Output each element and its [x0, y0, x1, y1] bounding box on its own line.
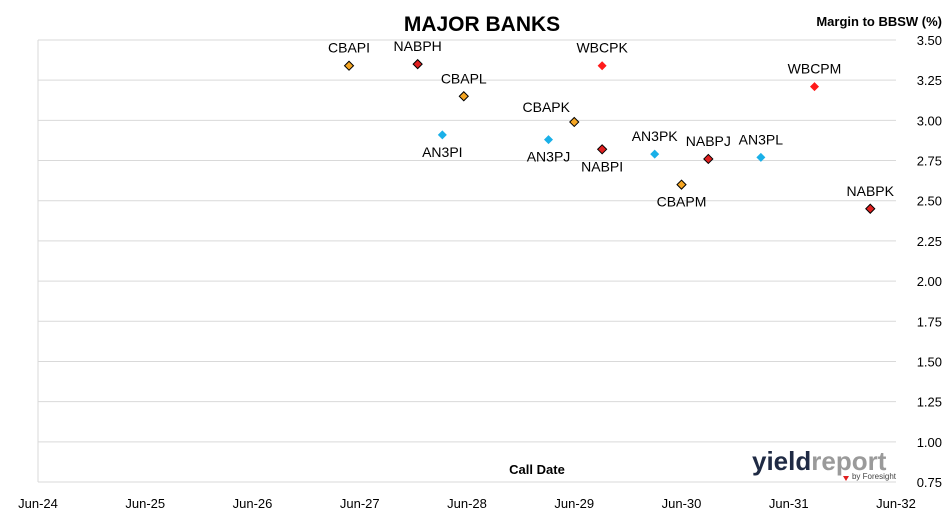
- point-nabph: [412, 58, 423, 70]
- point-wbcpk: [597, 61, 607, 71]
- point-an3pk: [650, 149, 660, 159]
- y-axis-label: Margin to BBSW (%): [816, 14, 942, 29]
- y-tick-label: 3.00: [917, 113, 942, 128]
- x-tick-label: Jun-31: [769, 496, 809, 511]
- logo-part2: report: [811, 446, 886, 476]
- label-cbapl: CBAPL: [441, 70, 487, 86]
- label-nabph: NABPH: [394, 38, 442, 54]
- label-cbapk: CBAPK: [523, 99, 571, 115]
- label-an3pi: AN3PI: [422, 144, 462, 160]
- point-nabpj: [703, 153, 714, 165]
- x-tick-label: Jun-28: [447, 496, 487, 511]
- x-tick-label: Jun-27: [340, 496, 380, 511]
- data-labels: CBAPI CBAPL CBAPK CBAPM NABPH NABPI NABPJ NABPK…: [328, 38, 895, 210]
- y-tick-label: 1.75: [917, 314, 942, 329]
- point-nabpk: [865, 203, 876, 214]
- x-tick-label: Jun-29: [554, 496, 594, 511]
- point-wbcpm: [809, 82, 819, 92]
- y-tick-label: 3.25: [917, 73, 942, 88]
- x-tick-label: Jun-30: [662, 496, 702, 511]
- label-an3pj: AN3PJ: [527, 149, 571, 165]
- point-cbapk: [569, 116, 580, 128]
- x-tick-label: Jun-32: [876, 496, 916, 511]
- label-an3pl: AN3PL: [739, 131, 784, 147]
- point-an3pj: [544, 135, 554, 145]
- x-tick-label: Jun-26: [233, 496, 273, 511]
- y-tick-label: 1.50: [917, 354, 942, 369]
- y-tick-label: 2.00: [917, 274, 942, 289]
- x-axis-label: Call Date: [509, 462, 565, 477]
- point-cbapm: [676, 179, 687, 190]
- point-cbapi: [343, 60, 355, 71]
- y-ticks: 0.75 1.00 1.25 1.50 1.75 2.00 2.25 2.50 2.75 3.00…: [917, 33, 942, 490]
- y-tick-label: 2.50: [917, 194, 942, 209]
- y-tick-label: 1.25: [917, 395, 942, 410]
- label-cbapi: CBAPI: [328, 40, 370, 56]
- label-nabpi: NABPI: [581, 158, 623, 174]
- logo-sub: by Foresight: [852, 472, 897, 481]
- label-nabpj: NABPJ: [686, 133, 731, 149]
- point-nabpi: [596, 144, 608, 155]
- x-tick-label: Jun-24: [18, 496, 58, 511]
- svg-text:yieldreport: yieldreport: [752, 446, 887, 476]
- label-wbcpk: WBCPK: [576, 40, 628, 56]
- y-tick-label: 2.75: [917, 154, 942, 169]
- y-tick-label: 0.75: [917, 475, 942, 490]
- point-an3pl: [756, 152, 766, 162]
- point-an3pi: [437, 130, 447, 140]
- label-wbcpm: WBCPM: [788, 61, 842, 77]
- label-an3pk: AN3PK: [632, 128, 679, 144]
- y-tick-label: 3.50: [917, 33, 942, 48]
- logo-mark-icon: [843, 476, 849, 481]
- chart-title: MAJOR BANKS: [404, 13, 560, 36]
- logo: yieldreport by Foresight: [752, 446, 897, 481]
- x-tick-label: Jun-25: [125, 496, 165, 511]
- y-tick-label: 2.25: [917, 234, 942, 249]
- label-nabpk: NABPK: [847, 183, 895, 199]
- label-cbapm: CBAPM: [657, 194, 707, 210]
- grid: [38, 39, 896, 483]
- x-ticks: Jun-24 Jun-25 Jun-26 Jun-27 Jun-28 Jun-29 Jun-…: [18, 496, 916, 511]
- y-tick-label: 1.00: [917, 435, 942, 450]
- data-points: [343, 58, 876, 214]
- logo-part1: yield: [752, 446, 811, 476]
- point-cbapl: [458, 91, 469, 102]
